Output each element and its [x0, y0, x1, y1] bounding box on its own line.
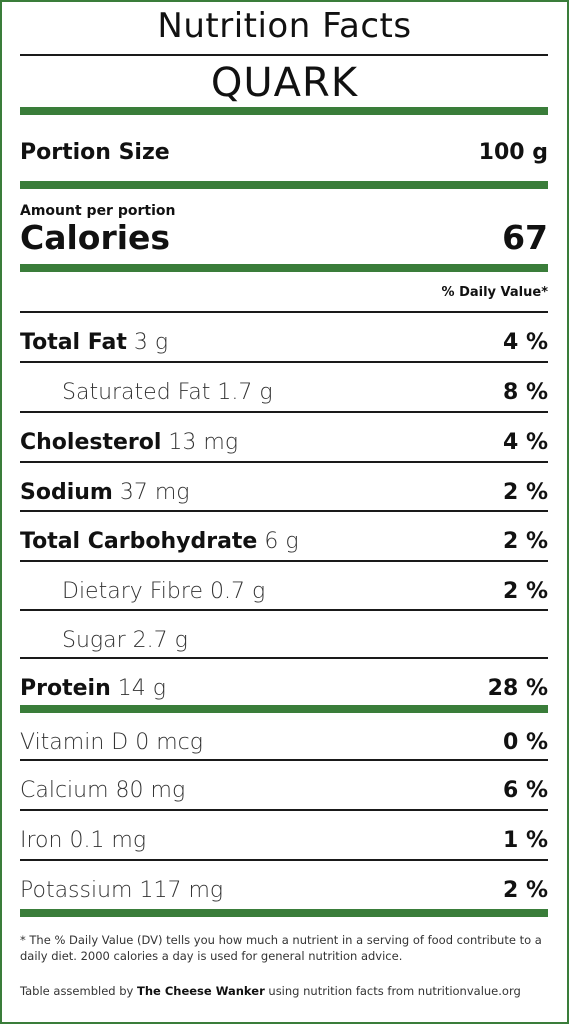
nutrient-row-dietary-fibre: Dietary Fibre 0.7 g 2 % [20, 562, 548, 610]
calories-label: Calories [20, 218, 171, 257]
portion-size-row: Portion Size 100 g [20, 115, 548, 179]
nutrient-amount: 14 g [117, 676, 166, 701]
vitamin-dv: 2 % [502, 878, 548, 903]
label-title: Nutrition Facts [157, 6, 412, 46]
daily-value-header: % Daily Value* [441, 285, 548, 300]
calories-value: 67 [502, 218, 548, 257]
credit-suffix: using nutrition facts from nutritionvalu… [268, 984, 521, 998]
divider-green [20, 107, 548, 115]
vitamin-name: Calcium [20, 778, 109, 803]
nutrient-dv: 28 % [487, 676, 548, 701]
vitamin-row-calcium: Calcium 80 mg 6 % [20, 761, 548, 809]
product-name: QUARK [210, 60, 359, 106]
credit-author: The Cheese Wanker [137, 984, 265, 998]
divider-green [20, 181, 548, 189]
vitamin-dv: 6 % [502, 778, 548, 803]
nutrient-row-total-fat: Total Fat 3 g 4 % [20, 313, 548, 361]
nutrient-name: Sodium [20, 480, 113, 505]
vitamin-dv: 1 % [502, 828, 548, 853]
nutrient-amount: 13 mg [168, 430, 239, 455]
nutrient-amount: 2.7 g [132, 628, 188, 653]
divider [20, 809, 548, 811]
nutrient-dv: 2 % [502, 529, 548, 554]
vitamin-dv: 0 % [502, 730, 548, 755]
nutrient-row-total-carbohydrate: Total Carbohydrate 6 g 2 % [20, 512, 548, 560]
nutrient-dv: 4 % [502, 330, 548, 355]
divider [20, 510, 548, 512]
nutrient-amount: 3 g [133, 330, 169, 355]
divider [20, 657, 548, 659]
divider [20, 461, 548, 463]
vitamin-name: Iron [20, 828, 63, 853]
vitamin-amount: 0.1 mg [69, 828, 147, 853]
portion-size-value: 100 g [478, 140, 548, 165]
nutrient-amount: 1.7 g [217, 380, 273, 405]
nutrient-amount: 0.7 g [209, 579, 266, 604]
vitamin-row-vitamin-d: Vitamin D 0 mcg 0 % [20, 713, 548, 761]
divider [20, 311, 548, 313]
nutrient-name: Sugar [62, 628, 126, 653]
vitamin-name: Potassium [20, 878, 133, 903]
portion-size-label: Portion Size [20, 140, 170, 165]
divider [20, 759, 548, 761]
vitamin-row-iron: Iron 0.1 mg 1 % [20, 811, 548, 859]
divider [20, 560, 548, 562]
vitamin-amount: 117 mg [139, 878, 224, 903]
nutrient-dv: 8 % [502, 380, 548, 405]
daily-value-footnote: * The % Daily Value (DV) tells you how m… [20, 933, 542, 963]
nutrient-row-sodium: Sodium 37 mg 2 % [20, 463, 548, 511]
divider [20, 54, 548, 56]
divider [20, 411, 548, 413]
divider-green [20, 909, 548, 917]
vitamin-amount: 0 mcg [135, 730, 203, 755]
divider-green [20, 264, 548, 272]
vitamin-row-potassium: Potassium 117 mg 2 % [20, 861, 548, 909]
nutrient-row-saturated-fat: Saturated Fat 1.7 g 8 % [20, 363, 548, 411]
nutrient-name: Cholesterol [20, 430, 162, 455]
nutrient-name: Saturated Fat [62, 380, 211, 405]
divider [20, 609, 548, 611]
nutrient-row-cholesterol: Cholesterol 13 mg 4 % [20, 413, 548, 461]
amount-per-portion: Amount per portion [20, 203, 176, 219]
vitamin-amount: 80 mg [115, 778, 186, 803]
credit-line: Table assembled by The Cheese Wanker usi… [20, 984, 548, 998]
nutrient-dv: 2 % [502, 579, 548, 604]
nutrient-name: Total Carbohydrate [20, 529, 258, 554]
nutrient-row-protein: Protein 14 g 28 % [20, 659, 548, 707]
nutrient-dv: 2 % [502, 480, 548, 505]
nutrient-dv: 4 % [502, 430, 548, 455]
divider [20, 859, 548, 861]
vitamin-name: Vitamin D [20, 730, 129, 755]
nutrient-amount: 37 mg [119, 480, 190, 505]
nutrient-name: Protein [20, 676, 111, 701]
nutrient-name: Dietary Fibre [62, 579, 203, 604]
nutrient-row-sugar: Sugar 2.7 g [20, 611, 548, 659]
credit-prefix: Table assembled by [20, 984, 134, 998]
nutrient-amount: 6 g [264, 529, 299, 554]
divider-green [20, 705, 548, 713]
divider [20, 361, 548, 363]
nutrient-name: Total Fat [20, 330, 127, 355]
